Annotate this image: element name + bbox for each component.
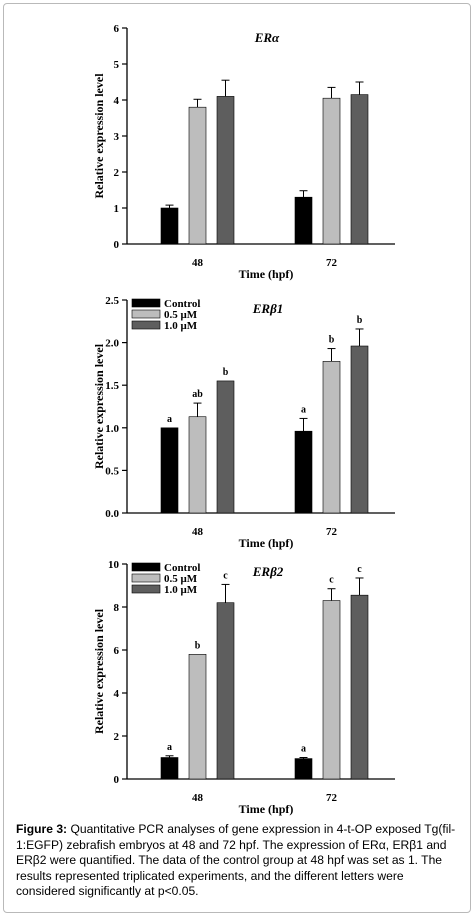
y-tick-label: 2: [114, 731, 120, 743]
significance-letter: b: [357, 315, 363, 326]
bar: [322, 361, 341, 514]
y-tick-label: 0.0: [105, 508, 119, 520]
y-tick-label: 1: [114, 203, 120, 215]
significance-letter: a: [301, 404, 306, 415]
x-axis-title: Time (hpf): [239, 802, 294, 816]
legend-swatch: [131, 562, 161, 572]
x-axis-title: Time (hpf): [239, 267, 294, 281]
y-tick-label: 6: [114, 23, 120, 35]
significance-letter: c: [223, 570, 228, 581]
x-axis-title: Time (hpf): [239, 536, 294, 550]
y-tick-label: 10: [108, 559, 120, 571]
legend-swatch: [131, 320, 161, 330]
y-tick-label: 1.5: [105, 380, 119, 392]
y-tick-label: 6: [114, 645, 120, 657]
bar: [216, 380, 235, 514]
legend-swatch: [131, 584, 161, 594]
y-tick-label: 0: [114, 774, 120, 786]
chart-er-beta2: 0 2 4 6 8 10 a a b c c c 48 72 Time (hpf) Relative expr…: [92, 559, 395, 816]
significance-letter: a: [167, 742, 172, 753]
y-axis-title: Relative expression level: [92, 343, 106, 469]
figure-frame: [3, 3, 471, 913]
bar: [188, 654, 207, 780]
bar: [322, 600, 341, 780]
panel-title: ERβ2: [252, 564, 284, 579]
bar: [322, 97, 341, 245]
caption-text: Quantitative PCR analyses of gene expres…: [16, 822, 456, 898]
significance-letter: c: [329, 575, 334, 586]
legend-entry: 1.0 μM: [164, 584, 198, 596]
legend-entry: Control: [164, 562, 200, 574]
y-tick-label: 3: [114, 131, 120, 143]
chart-er-alpha: 0 1 2 3 4 5 6 48 72 Time (hpf) Relative expression…: [92, 23, 395, 281]
legend-entry: Control: [164, 298, 200, 310]
significance-letter: b: [329, 335, 335, 346]
bar: [188, 106, 207, 245]
y-tick-label: 4: [114, 688, 120, 700]
bar: [216, 96, 235, 245]
bar: [294, 758, 313, 780]
y-axis-title: Relative expression level: [92, 73, 106, 199]
y-tick-label: 0: [114, 239, 120, 251]
significance-letter: b: [195, 640, 201, 651]
bar: [294, 430, 313, 514]
x-tick-label: 48: [192, 257, 204, 269]
bar: [160, 427, 179, 514]
x-tick-label: 48: [192, 526, 204, 538]
significance-letter: c: [357, 564, 362, 575]
significance-letter: a: [167, 414, 172, 425]
significance-letter: ab: [192, 389, 203, 400]
x-tick-label: 72: [326, 792, 338, 804]
legend-entry: 1.0 μM: [164, 320, 198, 332]
y-tick-label: 2.0: [105, 338, 119, 350]
bar: [188, 416, 207, 514]
y-tick-label: 2: [114, 167, 120, 179]
chart-er-beta1: 0.0 0.5 1.0 1.5 2.0 2.5 a a ab b b b 48 72 Time (hpf) R…: [92, 295, 395, 550]
y-tick-label: 4: [114, 95, 120, 107]
y-axis-title: Relative expression level: [92, 608, 106, 734]
legend-entry: 0.5 μM: [164, 309, 198, 321]
bar: [350, 94, 369, 245]
y-tick-label: 5: [114, 59, 120, 71]
y-tick-label: 8: [114, 602, 120, 614]
legend-swatch: [131, 573, 161, 583]
bar: [216, 602, 235, 780]
bar: [350, 345, 369, 514]
bar: [294, 196, 313, 245]
y-tick-label: 0.5: [105, 465, 119, 477]
legend-swatch: [131, 309, 161, 319]
panel-title: ERβ1: [252, 301, 284, 316]
x-tick-label: 72: [326, 526, 338, 538]
y-tick-label: 1.0: [105, 423, 119, 435]
bar: [350, 594, 369, 780]
significance-letter: b: [223, 367, 229, 378]
significance-letter: a: [301, 744, 306, 755]
panel-title: ERα: [254, 30, 280, 45]
x-tick-label: 48: [192, 792, 204, 804]
legend-swatch: [131, 298, 161, 308]
figure-caption: Figure 3: Quantitative PCR analyses of g…: [16, 822, 462, 900]
bar: [160, 757, 179, 780]
legend-entry: 0.5 μM: [164, 573, 198, 585]
y-tick-label: 2.5: [105, 295, 119, 307]
x-tick-label: 72: [326, 257, 338, 269]
bar: [160, 207, 179, 245]
caption-label: Figure 3:: [16, 822, 68, 836]
